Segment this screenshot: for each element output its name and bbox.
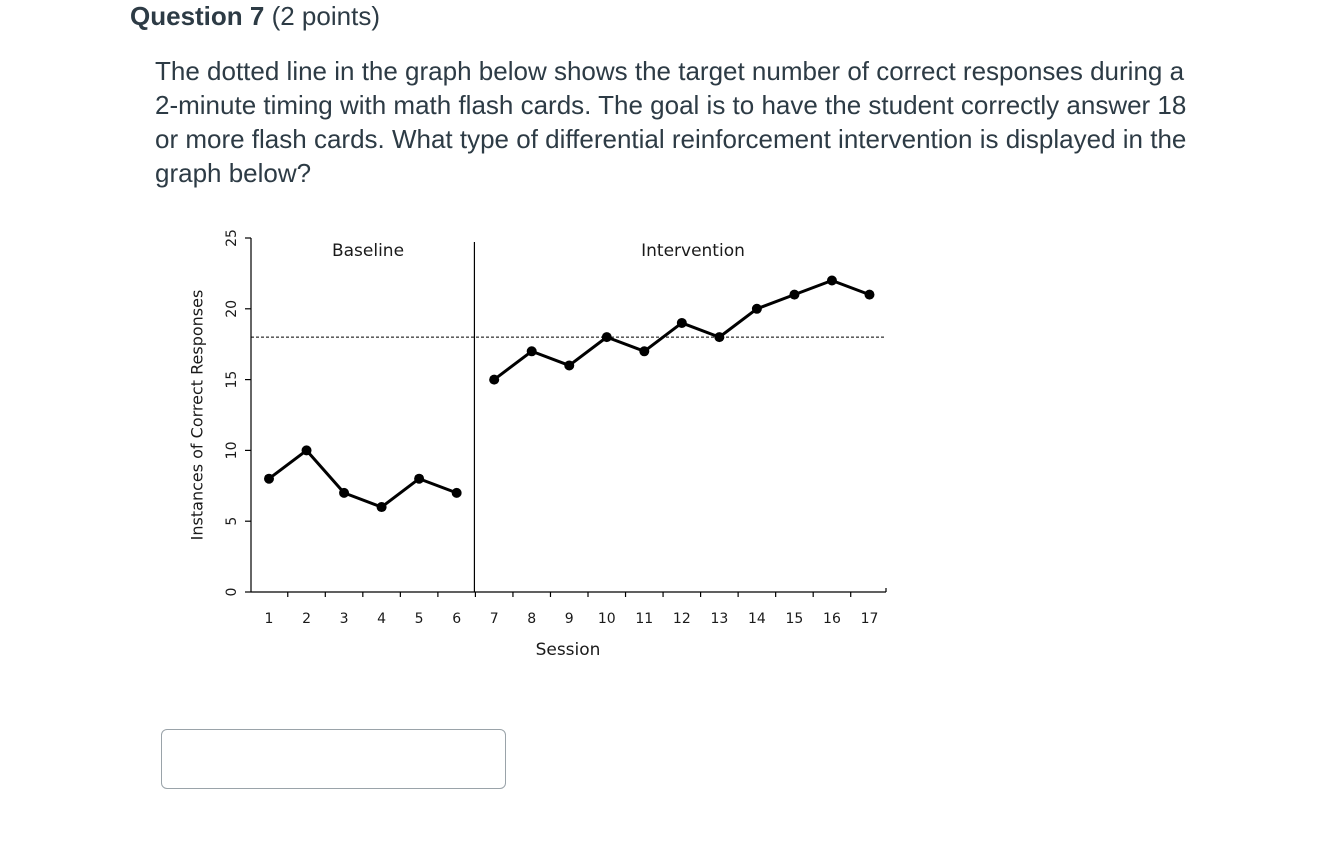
data-point — [676, 317, 687, 328]
y-tick-label: 15 — [224, 371, 240, 389]
x-tick-label: 12 — [673, 611, 691, 627]
y-tick-label: 5 — [224, 517, 240, 526]
x-tick-label: 7 — [490, 611, 499, 627]
x-tick-label: 6 — [452, 611, 461, 627]
data-point — [864, 289, 875, 300]
x-tick-label: 1 — [265, 611, 274, 627]
x-tick-label: 5 — [415, 611, 424, 627]
data-point — [751, 303, 762, 314]
data-point — [639, 346, 650, 357]
phase-label-baseline: Baseline — [332, 241, 404, 261]
x-tick-label: 11 — [635, 611, 653, 627]
data-point — [789, 289, 800, 300]
x-tick-label: 14 — [748, 611, 766, 627]
question-header: Question 7 (2 points) — [130, 0, 380, 32]
question-points: (2 points) — [271, 1, 380, 31]
answer-input[interactable] — [161, 729, 506, 789]
data-point — [264, 473, 274, 484]
data-point — [826, 275, 837, 286]
y-tick-label: 0 — [224, 588, 240, 597]
data-point — [301, 445, 312, 456]
data-point — [601, 332, 612, 343]
data-point — [526, 346, 537, 357]
phase-label-intervention: Intervention — [641, 241, 745, 261]
x-tick-label: 9 — [565, 611, 574, 627]
series-line-baseline — [268, 448, 458, 509]
y-axis-title: Instances of Correct Responses — [188, 290, 207, 541]
series-line-intervention — [493, 278, 871, 381]
data-point — [451, 487, 462, 498]
data-point — [339, 487, 350, 498]
x-tick-label: 13 — [710, 611, 728, 627]
y-tick-label: 20 — [224, 300, 240, 318]
data-point — [564, 360, 575, 371]
x-tick-label: 8 — [527, 611, 536, 627]
x-tick-label: 4 — [377, 611, 386, 627]
x-tick-label: 3 — [340, 611, 349, 627]
data-point — [414, 473, 425, 484]
x-tick-label: 16 — [823, 611, 841, 627]
x-tick-label: 2 — [302, 611, 311, 627]
data-point — [489, 374, 500, 385]
x-tick-label: 17 — [861, 611, 879, 627]
data-point — [376, 502, 387, 513]
question-title: Question 7 — [130, 1, 265, 31]
y-tick-label: 25 — [224, 229, 240, 247]
x-axis-title: Session — [536, 640, 601, 660]
data-point — [714, 332, 725, 343]
x-tick-label: 10 — [598, 611, 616, 627]
question-text: The dotted line in the graph below shows… — [155, 56, 1187, 188]
x-tick-label: 15 — [786, 611, 804, 627]
y-tick-label: 10 — [224, 441, 240, 459]
